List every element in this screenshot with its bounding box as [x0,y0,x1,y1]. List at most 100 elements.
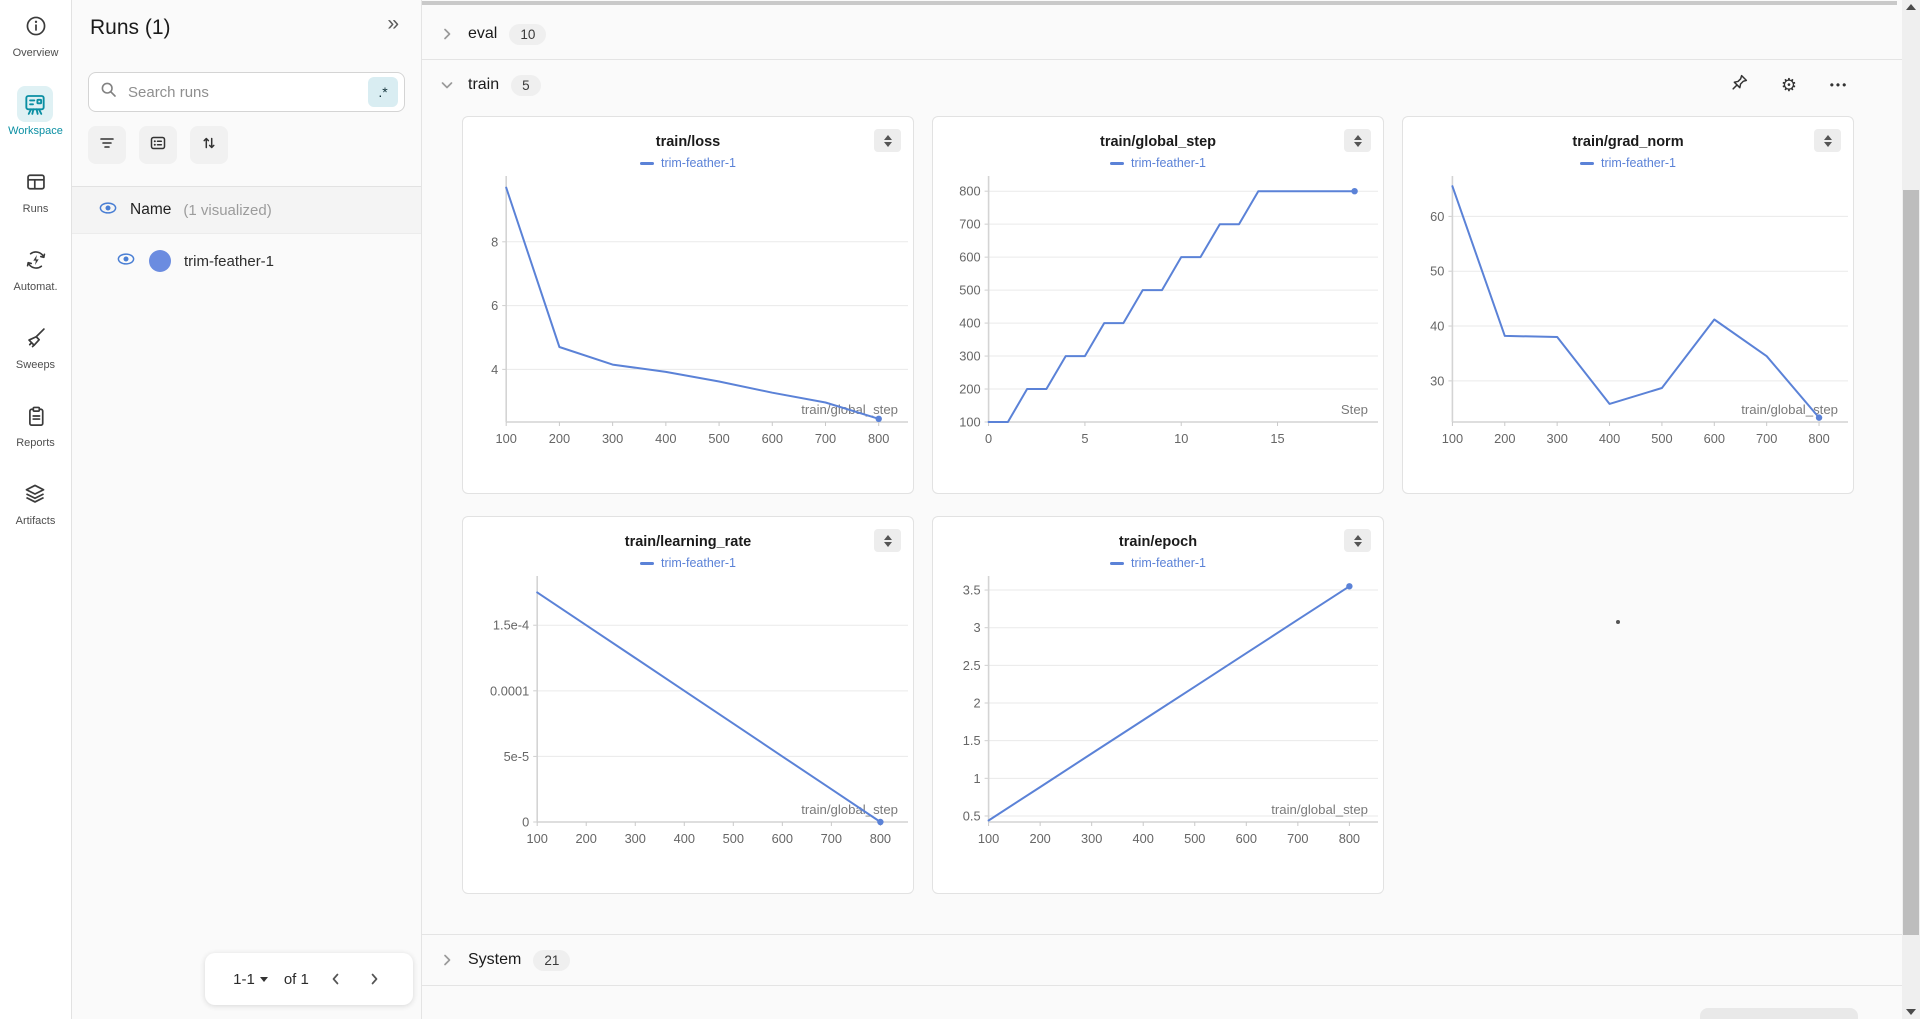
workspace-icon [17,86,54,122]
arrow-down-icon [1353,141,1362,147]
svg-text:800: 800 [868,431,889,446]
sidebar-item-workspace[interactable]: Workspace [8,86,63,137]
svg-text:500: 500 [1651,431,1672,446]
panel-resize-control[interactable] [1344,129,1371,152]
svg-text:3: 3 [973,620,980,635]
vertical-scrollbar[interactable] [1902,0,1920,1019]
panel-resize-control[interactable] [874,529,901,552]
chevron-right-icon[interactable] [438,25,456,43]
section-more-button[interactable]: ••• [1828,74,1850,96]
svg-text:200: 200 [576,831,597,846]
columns-button[interactable] [139,126,177,164]
section-divider [422,59,1902,60]
legend-run-name[interactable]: trim-feather-1 [1130,556,1207,570]
chart-panel-train-loss[interactable]: train/loss trim-feather-1 4 6 8 100 200 300 400 5… [462,116,914,494]
chart-panel-train-learning-rate[interactable]: train/learning_rate trim-feather-1 0 5e-5 0.… [462,516,914,894]
svg-text:600: 600 [1236,831,1257,846]
chevron-right-icon[interactable] [438,951,456,969]
sidebar-item-artifacts[interactable]: Artifacts [16,476,55,527]
vertical-scrollbar-thumb[interactable] [1903,190,1919,935]
scroll-up-arrow-icon[interactable] [1902,4,1920,10]
sidebar-item-label: Overview [12,47,59,59]
chart-title: train/learning_rate [624,534,752,550]
svg-text:200: 200 [549,431,570,446]
pagination: 1-1 of 1 [205,953,413,1005]
section-head-system[interactable]: System 21 [422,935,1902,985]
section-count-badge: 10 [509,23,547,45]
chart-title: train/epoch [1118,534,1198,550]
svg-text:train/global_step: train/global_step [801,802,898,817]
sidebar-item-automations[interactable]: Automat. [13,242,58,293]
chevron-down-icon[interactable] [438,76,456,94]
sidebar-item-reports[interactable]: Reports [16,398,55,449]
svg-text:800: 800 [959,184,980,199]
run-name[interactable]: trim-feather-1 [184,252,275,270]
chart-panel-train-grad-norm[interactable]: train/grad_norm trim-feather-1 30 40 50 60 100… [1402,116,1854,494]
legend-dash [639,161,654,165]
legend-run-name[interactable]: trim-feather-1 [660,156,737,170]
chart-plot[interactable]: 30 40 50 60 100 200 300 400 500 600 700 800 train/gl… [1402,170,1854,470]
chart-title: train/grad_norm [1572,134,1684,150]
svg-text:400: 400 [1599,431,1620,446]
svg-text:200: 200 [959,382,980,397]
runs-panel-title: Runs (1) [90,16,171,39]
section-head-train[interactable]: train 5 ⚙ ••• [422,60,1902,110]
svg-text:60: 60 [1430,209,1444,224]
caret-down-icon [259,976,268,982]
cursor-dot [1616,620,1620,624]
chart-plot[interactable]: 100 200 300 400 500 600 700 800 0 5 10 15 Step [932,170,1384,470]
section-settings-button[interactable]: ⚙ [1778,74,1800,96]
svg-text:400: 400 [674,831,695,846]
legend-run-name[interactable]: trim-feather-1 [660,556,737,570]
section-train: train 5 ⚙ ••• train/loss trim-feather-1 4 6 8 100… [422,60,1902,934]
section-label: eval [468,25,498,42]
chart-legend: trim-feather-1 [639,156,737,170]
regex-toggle[interactable]: .* [368,77,398,107]
panel-resize-control[interactable] [874,129,901,152]
svg-text:700: 700 [821,831,842,846]
panel-resize-control[interactable] [1814,129,1841,152]
scroll-down-arrow-icon[interactable] [1902,1009,1920,1015]
runs-icon [18,164,54,200]
sweeps-icon [17,320,53,356]
prev-page-button[interactable] [325,968,347,990]
panel-grid: train/loss trim-feather-1 4 6 8 100 200 300 400 5… [422,110,1902,934]
sidebar-item-label: Reports [16,437,55,449]
chart-plot[interactable]: 0.5 1 1.5 2 2.5 3 3.5 100 200 300 400 500 600 700 800 t… [932,570,1384,870]
panel-resize-control[interactable] [1344,529,1371,552]
collapse-panel-icon[interactable]: » [387,12,399,35]
chart-panel-train-epoch[interactable]: train/epoch trim-feather-1 0.5 1 1.5 2 2.5 3 3.5… [932,516,1384,894]
legend-run-name[interactable]: trim-feather-1 [1130,156,1207,170]
section-head-eval[interactable]: eval 10 [422,9,1902,59]
visibility-eye-icon[interactable] [98,199,118,222]
chart-panel-train-global-step[interactable]: train/global_step trim-feather-1 100 200 300… [932,116,1384,494]
pin-section-button[interactable] [1728,74,1750,96]
sidebar-item-overview[interactable]: Overview [12,8,59,59]
search-runs-input[interactable] [126,82,360,102]
pin-icon [1730,73,1749,97]
svg-text:300: 300 [1081,831,1102,846]
filter-button[interactable] [88,126,126,164]
run-visibility-eye-icon[interactable] [116,250,136,273]
section-count-badge: 5 [511,74,541,96]
svg-text:0: 0 [522,815,529,830]
svg-text:700: 700 [959,217,980,232]
run-row[interactable]: trim-feather-1 [72,235,421,287]
page-range-dropdown[interactable]: 1-1 [233,971,268,988]
horizontal-scrollbar[interactable] [422,1,1897,5]
chart-legend: trim-feather-1 [639,556,737,570]
svg-text:800: 800 [870,831,891,846]
runs-list-header[interactable]: Name (1 visualized) [72,186,421,234]
chart-plot[interactable]: 0 5e-5 0.0001 1.5e-4 100 200 300 400 500 600 700 80… [462,570,914,870]
svg-text:200: 200 [1029,831,1050,846]
svg-text:100: 100 [527,831,548,846]
next-page-button[interactable] [363,968,385,990]
sidebar-item-sweeps[interactable]: Sweeps [16,320,55,371]
section-divider [422,985,1902,986]
svg-text:600: 600 [772,831,793,846]
sidebar-item-runs[interactable]: Runs [18,164,54,215]
svg-text:300: 300 [602,431,623,446]
sort-button[interactable] [190,126,228,164]
legend-run-name[interactable]: trim-feather-1 [1600,156,1677,170]
